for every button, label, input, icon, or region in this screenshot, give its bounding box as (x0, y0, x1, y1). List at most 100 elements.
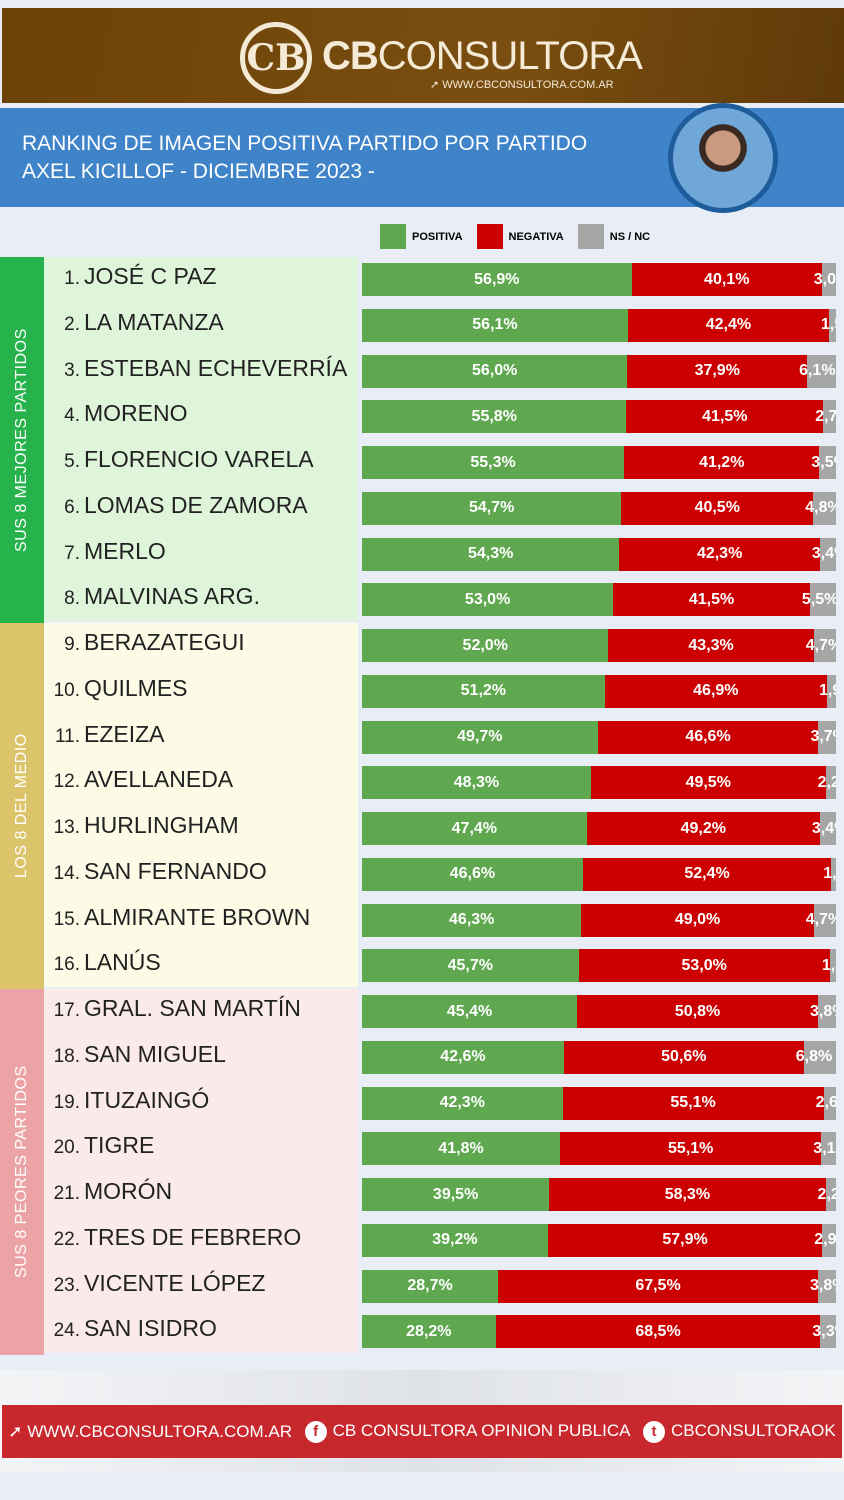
bar-negativa-label: 55,1% (668, 1139, 714, 1157)
municipality-name: 6. LOMAS DE ZAMORA (48, 492, 308, 519)
bar-positiva-label: 48,3% (453, 773, 500, 791)
rank-number: 8. (64, 588, 80, 610)
bar-nsnc-label: 3,7% (810, 728, 836, 745)
group-label: SUS 8 MEJORES PARTIDOS (13, 328, 30, 552)
bar-positiva-label: 54,3% (468, 545, 514, 562)
municipality-name: 24. SAN ISIDRO (48, 1315, 217, 1342)
bar-positiva: 42,6% (362, 1040, 564, 1074)
bar-positiva-label: 41,8% (438, 1139, 484, 1157)
stacked-bar: 48,3% 49,5% 2,2% (362, 766, 836, 800)
stacked-bar: 56,9% 40,1% 3,0% (362, 263, 836, 296)
rank-number: 23. (53, 1274, 80, 1296)
bar-negativa: 53,0% (578, 949, 830, 983)
stacked-bar: 45,7% 53,0% 1,3% (362, 949, 836, 983)
bar-negativa: 37,9% (627, 354, 808, 388)
stacked-bar: 54,3% 42,3% 3,4% (362, 537, 836, 571)
group-band (0, 257, 44, 623)
bar-negativa: 67,5% (498, 1269, 818, 1303)
bar-nsnc-label: 2,2% (817, 1185, 836, 1203)
bar-negativa-label: 37,9% (694, 362, 740, 379)
rank-number: 11. (54, 725, 80, 747)
bar-negativa: 49,5% (590, 766, 826, 800)
municipality-label: LA MATANZA (84, 308, 224, 335)
bar-positiva: 55,3% (362, 446, 625, 479)
municipality-name: 11. EZEIZA (48, 721, 165, 748)
header-website[interactable]: ➚ WWW.CBCONSULTORA.COM.AR (430, 79, 614, 91)
table-row: 13.HURLINGHAM 47,4% 49,2% 3,4% (44, 806, 844, 851)
bar-positiva: 48,3% (362, 766, 591, 800)
bar-positiva: 39,2% (362, 1223, 548, 1257)
bar-negativa-label: 50,6% (661, 1048, 707, 1066)
rank-number: 16. (53, 954, 80, 976)
bar-nsnc: 3,0% (814, 263, 836, 296)
municipality-name: 10. QUILMES (48, 675, 188, 702)
bar-positiva: 45,4% (362, 995, 578, 1028)
rank-number: 19. (53, 1091, 80, 1113)
bar-nsnc: 2,6% (816, 1086, 836, 1120)
bar-negativa-label: 58,3% (664, 1185, 711, 1203)
municipality-label: FLORENCIO VARELA (84, 446, 314, 472)
bar-negativa-label: 42,3% (696, 545, 743, 562)
bar-negativa-label: 41,5% (702, 407, 748, 425)
municipality-label: ITUZAINGÓ (84, 1086, 210, 1113)
stacked-bar: 47,4% 49,2% 3,4% (362, 812, 836, 845)
cb-logo: CB (240, 22, 312, 94)
bar-nsnc-label: 1,0% (823, 865, 836, 883)
bar-negativa: 52,4% (582, 857, 832, 891)
bar-positiva-label: 46,3% (449, 911, 495, 928)
table-row: 16.LANÚS 45,7% 53,0% 1,3% (44, 943, 844, 988)
stacked-bar: 39,2% 57,9% 2,9% (362, 1223, 836, 1257)
table-row: 4.MORENO 55,8% 41,5% 2,7% (44, 394, 844, 439)
bar-nsnc-label: 3,4% (811, 545, 836, 562)
bar-nsnc: 2,7% (815, 400, 836, 434)
bar-negativa: 40,5% (621, 491, 814, 525)
bar-negativa: 42,4% (627, 308, 829, 342)
bar-negativa: 55,1% (560, 1132, 822, 1166)
municipality-label: ALMIRANTE BROWN (84, 903, 311, 930)
bar-negativa-label: 40,5% (694, 499, 740, 517)
municipality-label: BERAZATEGUI (84, 629, 245, 655)
facebook-icon: f (304, 1420, 327, 1443)
municipality-label: MERLO (84, 537, 166, 564)
legend: POSITIVA NEGATIVA NS / NC (380, 224, 656, 249)
stacked-bar: 46,6% 52,4% 1,0% (362, 857, 836, 891)
bar-nsnc-label: 3,1% (813, 1139, 836, 1157)
municipality-label: SAN ISIDRO (84, 1315, 217, 1342)
municipality-name: 22. TRES DE FEBRERO (48, 1224, 302, 1251)
stacked-bar: 28,7% 67,5% 3,8% (362, 1269, 836, 1303)
municipality-name: 12. AVELLANEDA (48, 766, 234, 793)
bar-negativa-label: 40,1% (704, 270, 750, 288)
bar-positiva-label: 45,4% (446, 1002, 493, 1020)
table-row: 10.QUILMES 51,2% 46,9% 1,9% (44, 669, 844, 714)
bar-positiva: 46,6% (362, 857, 583, 891)
rank-number: 10. (53, 679, 80, 701)
bar-positiva: 42,3% (362, 1086, 563, 1120)
footer-website[interactable]: ➚ WWW.CBCONSULTORA.COM.AR (8, 1421, 293, 1441)
table-row: 22.TRES DE FEBRERO 39,2% 57,9% 2,9% (44, 1218, 844, 1263)
footer-facebook[interactable]: f CB CONSULTORA OPINION PUBLICA (304, 1420, 630, 1443)
bar-nsnc-label: 4,8% (805, 499, 836, 517)
group-name-bg (44, 257, 358, 621)
bar-positiva-label: 42,6% (440, 1048, 486, 1066)
bar-positiva-label: 39,5% (432, 1185, 479, 1203)
bar-nsnc: 2,2% (818, 1178, 836, 1211)
table-row: 5.FLORENCIO VARELA 55,3% 41,2% 3,5% (44, 440, 844, 485)
bar-positiva-label: 52,0% (462, 636, 508, 654)
municipality-name: 16. LANÚS (48, 949, 161, 976)
cursor-click-icon: ➚ (8, 1421, 28, 1441)
bar-positiva: 28,7% (362, 1269, 499, 1303)
bar-positiva-label: 55,8% (471, 407, 517, 425)
bar-negativa: 55,1% (562, 1086, 824, 1120)
bar-nsnc: 3,8% (810, 995, 836, 1028)
stacked-bar: 55,3% 41,2% 3,5% (362, 446, 836, 479)
bar-negativa-label: 49,0% (674, 911, 721, 928)
footer-twitter[interactable]: t CBCONSULTORAOK (643, 1420, 836, 1443)
municipality-name: 8. MALVINAS ARG. (48, 583, 260, 610)
bar-negativa-label: 50,8% (674, 1002, 721, 1020)
table-row: 18. SAN MIGUEL 42,6% 50,6% 6,8% (44, 1035, 844, 1080)
bar-nsnc: 3,4% (812, 812, 836, 845)
municipality-label: MORENO (84, 400, 188, 427)
municipality-name: 2. LA MATANZA (48, 309, 224, 336)
municipality-label: MORÓN (84, 1178, 173, 1204)
bar-positiva-label: 45,7% (447, 956, 493, 974)
